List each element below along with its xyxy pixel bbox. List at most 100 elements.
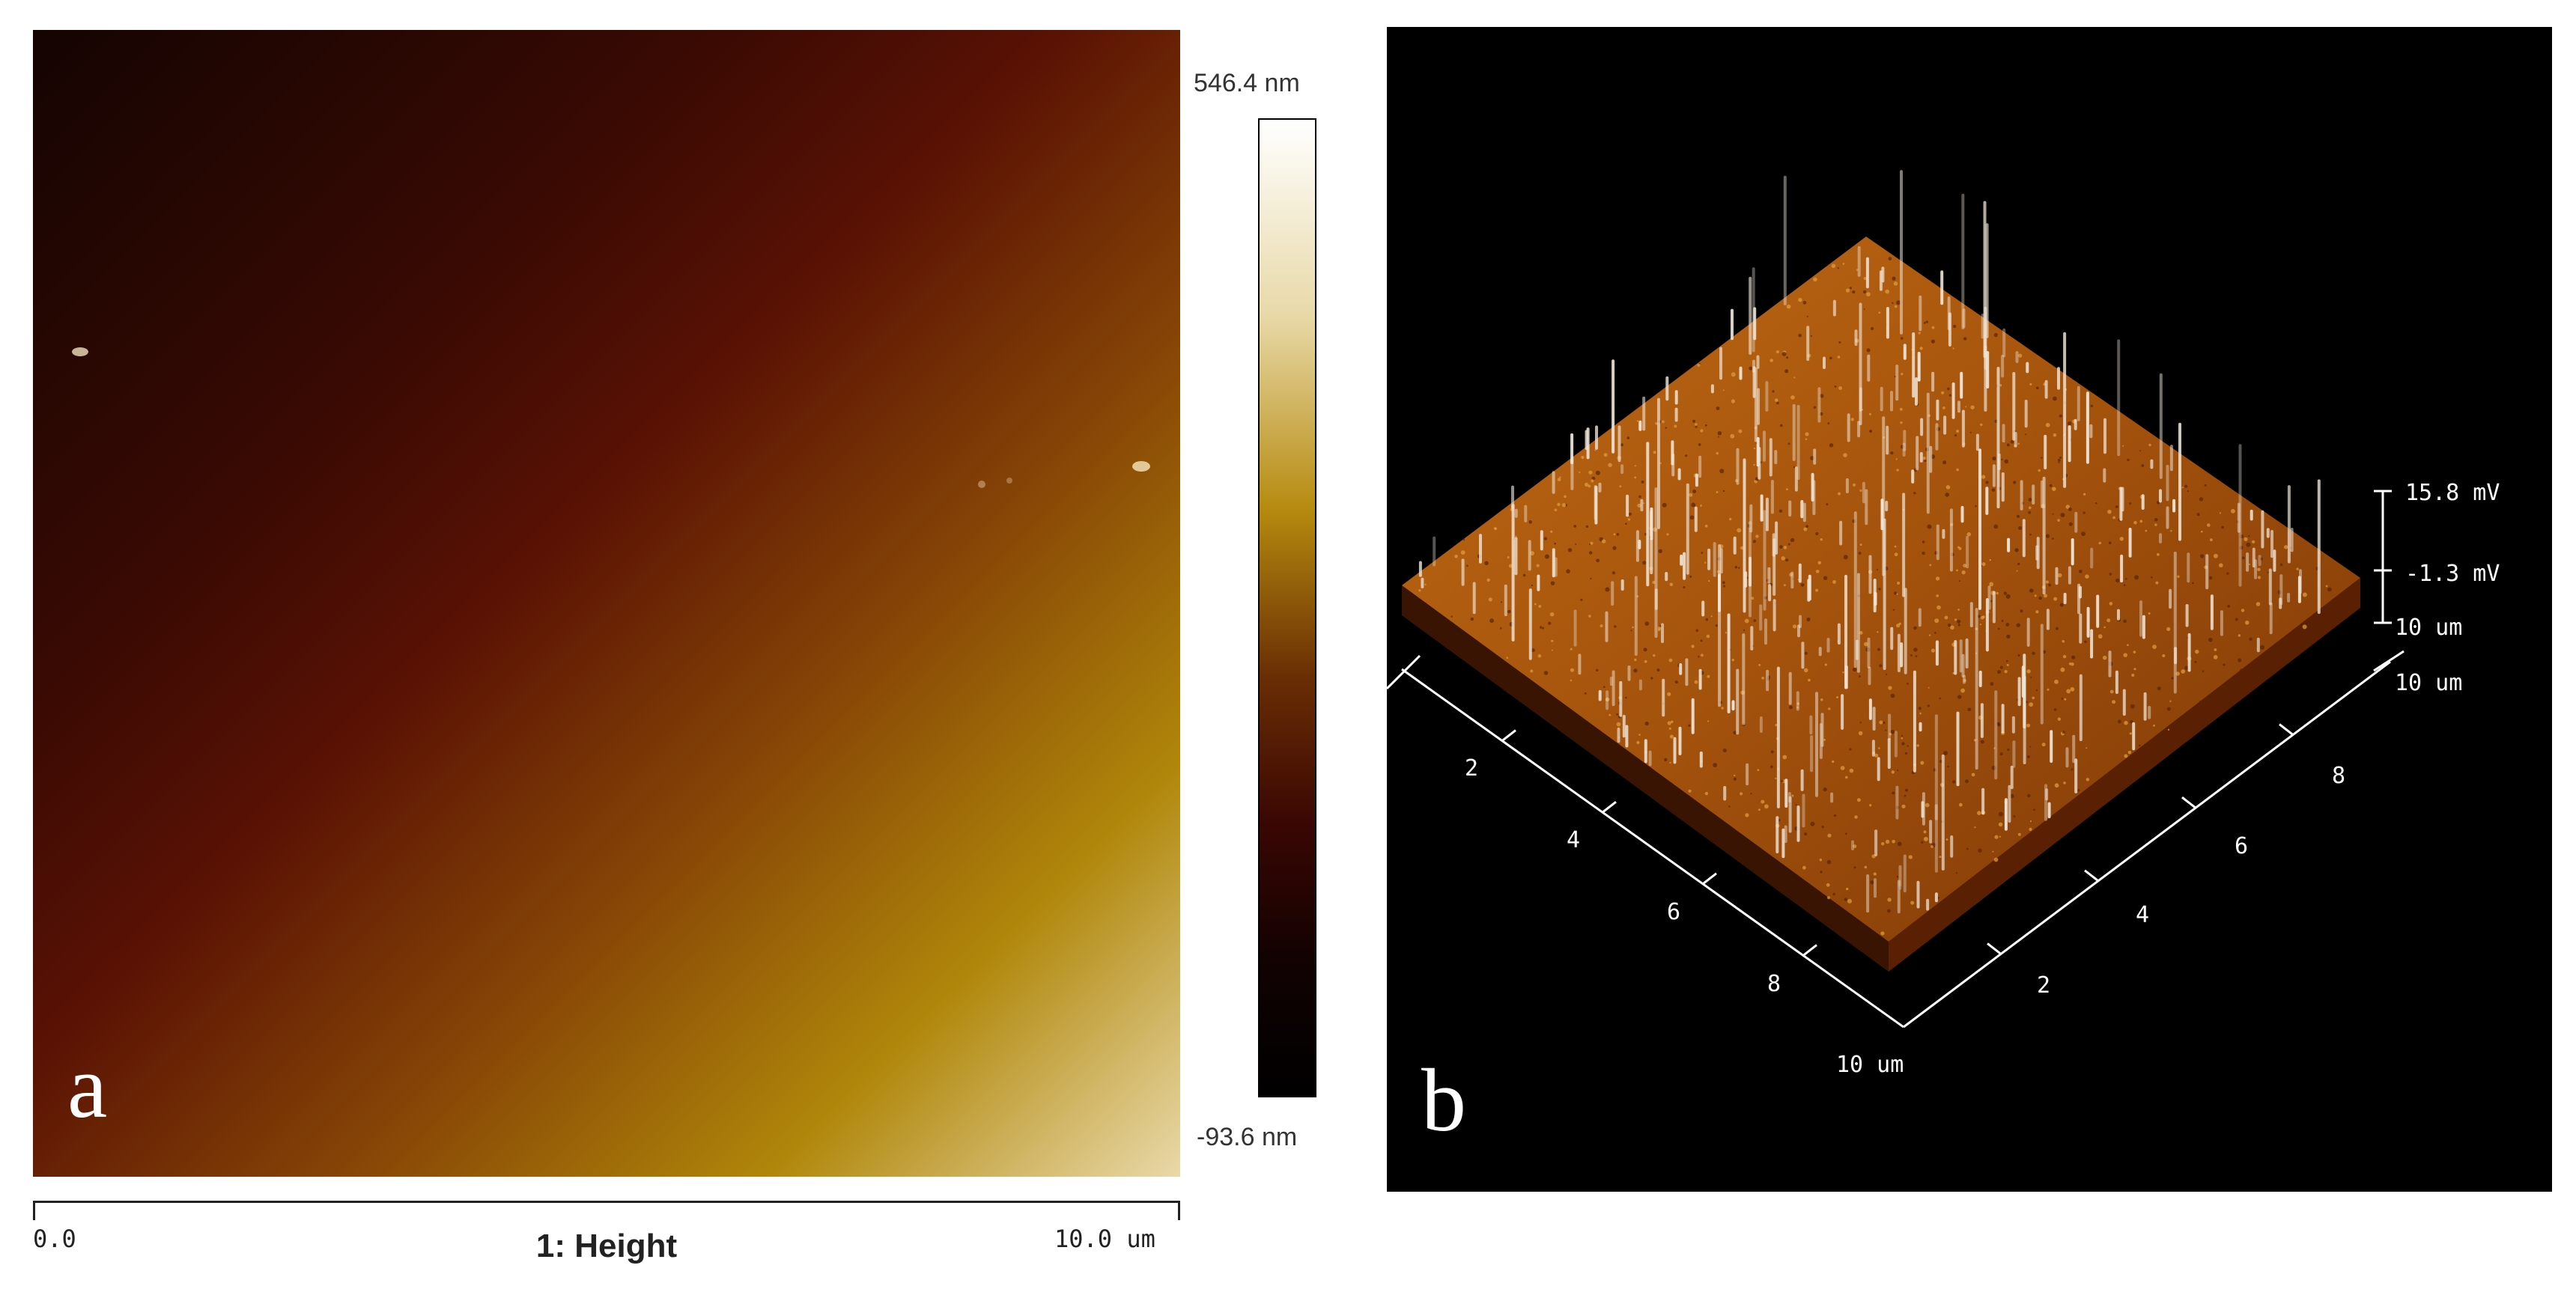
- surface-grain: [2045, 580, 2049, 584]
- surface-grain: [1642, 561, 1647, 565]
- surface-grain: [1734, 479, 1739, 483]
- surface-grain: [1955, 872, 1957, 874]
- surface-grain: [1731, 659, 1734, 662]
- surface-grain: [2071, 768, 2074, 771]
- surface-grain: [1888, 686, 1892, 690]
- surface-grain: [1589, 551, 1593, 555]
- surface-grain: [1753, 619, 1757, 622]
- surface-grain: [1662, 420, 1665, 424]
- surface-grain: [1644, 621, 1650, 626]
- surface-grain: [2112, 516, 2115, 519]
- surface-grain: [1915, 655, 1918, 658]
- surface-grain: [1958, 546, 1962, 550]
- surface-grain: [1751, 597, 1755, 600]
- surface-grain: [1691, 645, 1695, 648]
- surface-grain: [1990, 600, 1993, 603]
- surface-grain: [2006, 664, 2009, 666]
- surface-grain: [1625, 522, 1627, 525]
- axis-end-label: 10.0 um: [1054, 1225, 1155, 1253]
- surface-grain: [1653, 451, 1656, 454]
- surface-grain: [1644, 659, 1647, 663]
- surface-grain: [1834, 385, 1837, 388]
- surface-grain: [1674, 680, 1678, 684]
- surface-grain: [1707, 674, 1710, 678]
- surface-grain: [1991, 488, 1996, 492]
- surface-grain: [1554, 508, 1558, 512]
- surface-grain: [1999, 665, 2003, 669]
- surface-grain: [2060, 513, 2065, 517]
- panel-letter-b: b: [1421, 1050, 1466, 1150]
- surface-grain: [1945, 485, 1951, 490]
- surface-grain: [1697, 363, 1701, 367]
- surface-grain: [1758, 808, 1761, 811]
- surface-grain: [2065, 505, 2071, 509]
- surface-grain: [1925, 320, 1928, 323]
- surface-grain: [1878, 311, 1881, 314]
- surface-grain: [2053, 597, 2058, 601]
- surface-grain: [2257, 567, 2261, 572]
- surface-grain: [1798, 297, 1802, 302]
- right-tick-label: 8: [2332, 763, 2345, 789]
- surface-grain: [1892, 791, 1895, 795]
- surface-grain: [2035, 610, 2039, 614]
- surface-grain: [2038, 596, 2042, 600]
- surface-grain: [1747, 524, 1752, 528]
- surface-grain: [2054, 679, 2059, 684]
- surface-grain: [1603, 686, 1606, 688]
- surface-grain: [2115, 505, 2118, 508]
- surface-grain: [2026, 669, 2031, 674]
- surface-grain: [2052, 537, 2054, 540]
- surface-grain: [1588, 484, 1591, 488]
- surface-grain: [1706, 634, 1710, 639]
- surface-grain: [1963, 564, 1967, 568]
- surface-grain: [2302, 624, 2307, 630]
- surface-grain: [1636, 740, 1640, 745]
- surface-grain: [2086, 778, 2090, 781]
- surface-grain: [1820, 871, 1823, 874]
- surface-grain: [2061, 698, 2064, 700]
- surface-grain: [2134, 575, 2139, 580]
- surface-grain: [1845, 832, 1847, 835]
- surface-grain: [1919, 712, 1922, 715]
- surface-grain: [1538, 605, 1542, 608]
- surface-grain: [1901, 373, 1904, 376]
- axis-start-label: 0.0: [33, 1225, 76, 1253]
- surface-grain: [1628, 512, 1632, 516]
- surface-grain: [2241, 556, 2245, 560]
- surface-grain: [2213, 655, 2218, 659]
- surface-grain: [2041, 743, 2046, 747]
- surface-grain: [1557, 502, 1561, 507]
- surface-grain: [1908, 855, 1913, 859]
- surface-grain: [1695, 629, 1699, 632]
- surface-grain: [1718, 436, 1719, 438]
- surface-grain: [1929, 564, 1932, 567]
- surface-grain: [1826, 883, 1830, 887]
- surface-grain: [2029, 506, 2032, 510]
- surface-grain: [1785, 558, 1789, 562]
- surface-grain: [1885, 729, 1887, 731]
- surface-grain: [1991, 765, 1996, 770]
- surface-grain: [1897, 582, 1901, 585]
- surface-grain: [1849, 768, 1854, 773]
- surface-grain: [1863, 642, 1868, 647]
- surface-grain: [1877, 648, 1880, 651]
- surface-grain: [1710, 615, 1713, 618]
- surface-grain: [1836, 696, 1838, 698]
- surface-grain: [2108, 541, 2112, 544]
- surface-grain: [2130, 704, 2135, 709]
- surface-grain: [1787, 442, 1790, 445]
- surface-grain: [2077, 789, 2080, 792]
- surface-grain: [1625, 696, 1627, 699]
- surface-grain: [2235, 618, 2238, 621]
- surface-grain: [1837, 267, 1839, 269]
- surface-grain: [1953, 324, 1957, 329]
- surface-grain: [2249, 637, 2253, 641]
- surface-grain: [1845, 288, 1850, 293]
- surface-grain: [2123, 619, 2127, 624]
- surface-grain: [2060, 667, 2065, 672]
- surface-grain: [2057, 459, 2061, 462]
- surface-grain: [1570, 648, 1573, 650]
- surface-grain: [1989, 558, 1991, 561]
- surface-grain: [2016, 623, 2021, 627]
- surface-grain: [1837, 356, 1841, 359]
